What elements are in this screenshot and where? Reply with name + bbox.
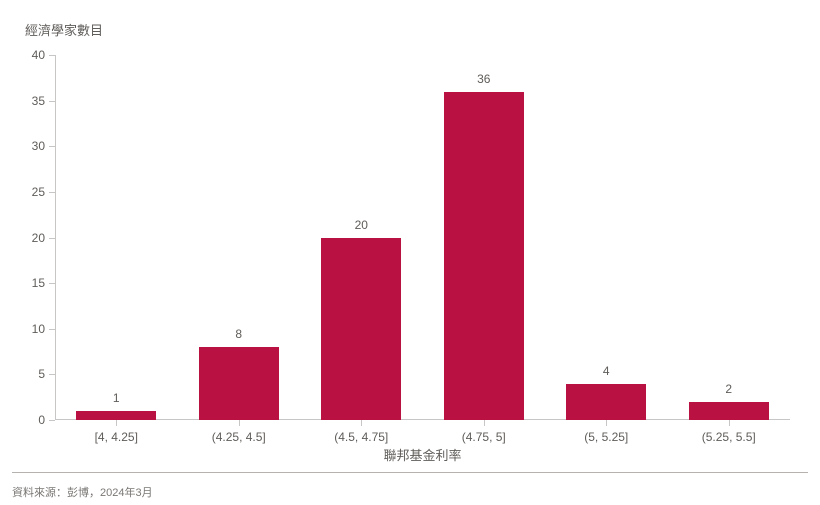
y-tick-label: 0 <box>15 413 45 427</box>
bar <box>76 411 156 420</box>
x-tick-label: (5.25, 5.5] <box>702 430 756 444</box>
bar-value-label: 4 <box>603 364 610 378</box>
y-tick-mark <box>49 101 55 102</box>
x-tick-label: (5, 5.25] <box>584 430 628 444</box>
x-tick-label: (4.75, 5] <box>462 430 506 444</box>
y-tick-mark <box>49 192 55 193</box>
y-tick-mark <box>49 283 55 284</box>
x-tick-mark <box>361 420 362 426</box>
x-tick-mark <box>606 420 607 426</box>
y-tick-label: 30 <box>15 139 45 153</box>
bar <box>566 384 646 421</box>
y-tick-mark <box>49 329 55 330</box>
y-tick-label: 25 <box>15 185 45 199</box>
chart-container: 經濟學家數目 0 5 10 15 20 25 30 35 40 1 [4, 4.25] 8 (4.25,… <box>0 0 820 505</box>
y-axis-line <box>55 55 56 420</box>
y-tick-mark <box>49 420 55 421</box>
y-tick-label: 5 <box>15 367 45 381</box>
y-tick-label: 10 <box>15 322 45 336</box>
y-tick-mark <box>49 374 55 375</box>
y-tick-label: 40 <box>15 48 45 62</box>
bar-value-label: 36 <box>477 72 490 86</box>
bar-value-label: 8 <box>235 327 242 341</box>
x-axis-title: 聯邦基金利率 <box>55 445 790 464</box>
x-tick-label: [4, 4.25] <box>95 430 138 444</box>
y-axis-title: 經濟學家數目 <box>25 20 103 39</box>
source-text: 資料來源：彭博，2024年3月 <box>12 484 153 500</box>
bar-value-label: 1 <box>113 391 120 405</box>
bar <box>444 92 524 421</box>
y-tick-mark <box>49 146 55 147</box>
x-tick-mark <box>484 420 485 426</box>
bar <box>689 402 769 420</box>
y-tick-mark <box>49 55 55 56</box>
y-tick-label: 35 <box>15 94 45 108</box>
footer-rule <box>12 472 808 473</box>
x-tick-label: (4.25, 4.5] <box>212 430 266 444</box>
x-tick-mark <box>729 420 730 426</box>
y-tick-label: 15 <box>15 276 45 290</box>
bar-value-label: 2 <box>725 382 732 396</box>
y-tick-label: 20 <box>15 231 45 245</box>
bar <box>199 347 279 420</box>
x-tick-label: (4.5, 4.75] <box>334 430 388 444</box>
bar <box>321 238 401 421</box>
x-tick-mark <box>116 420 117 426</box>
x-tick-mark <box>239 420 240 426</box>
x-axis-line <box>55 419 790 420</box>
bar-value-label: 20 <box>355 218 368 232</box>
plot-area: 05101520253035401[4, 4.25]8(4.25, 4.5]20… <box>55 55 790 420</box>
y-tick-mark <box>49 238 55 239</box>
